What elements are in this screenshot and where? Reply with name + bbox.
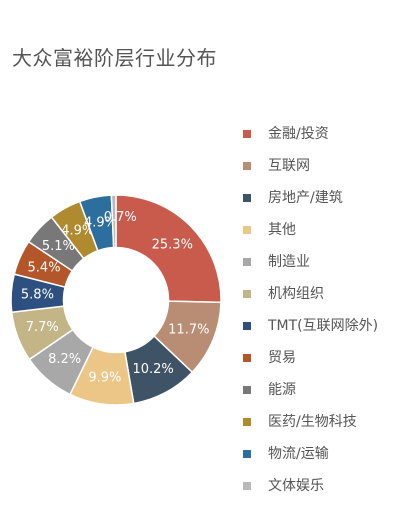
legend-item: 房地产/建筑 [243,186,419,218]
legend-item: 能源 [243,378,419,410]
slice-label: 8.2% [48,352,81,367]
legend-label: 金融/投资 [268,126,329,142]
slice-label: 7.7% [26,320,59,335]
slice-label: 0.7% [104,210,137,225]
legend-label: 其他 [268,222,296,238]
slice-label: 10.2% [132,362,173,377]
chart-title: 大众富裕阶层行业分布 [12,46,217,70]
legend-item: 制造业 [243,250,419,282]
legend-swatch [243,322,251,330]
legend-label: 医药/生物科技 [268,414,357,430]
legend-item: 物流/运输 [243,442,419,474]
legend-item: 机构组织 [243,282,419,314]
legend-swatch [243,226,251,234]
legend-label: 物流/运输 [268,446,329,462]
legend-swatch [243,418,251,426]
legend-swatch [243,354,251,362]
legend-item: 文体娱乐 [243,474,419,506]
legend-swatch [243,162,251,170]
slice-label: 5.1% [42,239,75,254]
legend-label: 贸易 [268,350,296,366]
legend-label: 制造业 [268,254,310,270]
legend-item: TMT(互联网除外) [243,314,419,346]
legend-label: 房地产/建筑 [268,190,343,206]
legend-item: 医药/生物科技 [243,410,419,442]
legend-swatch [243,130,251,138]
donut-slice [115,194,222,304]
legend-swatch [243,194,251,202]
slice-label: 4.9% [84,215,117,230]
legend-item: 金融/投资 [243,122,419,154]
legend-swatch [243,450,251,458]
donut-slice [110,194,117,249]
slice-label: 5.4% [28,260,61,275]
legend-label: 互联网 [268,158,310,174]
legend-label: 文体娱乐 [268,478,324,494]
slice-label: 11.7% [168,322,209,337]
legend-label: TMT(互联网除外) [268,318,379,334]
chart-legend: 金融/投资互联网房地产/建筑 其他制造业机构组织 TMT(互联网除外) 贸易能源医药/… [243,122,419,506]
legend-swatch [243,258,251,266]
legend-item: 其他 [243,218,419,250]
legend-item: 互联网 [243,154,419,186]
legend-label: 机构组织 [268,286,324,302]
slice-label: 25.3% [152,237,193,252]
legend-swatch [243,290,251,298]
legend-label: 能源 [268,382,296,398]
slice-label: 9.9% [88,370,121,385]
legend-swatch [243,386,251,394]
slice-label: 4.9% [61,224,94,239]
legend-item: 贸易 [243,346,419,378]
slice-label: 5.8% [21,287,54,302]
legend-swatch [243,482,251,490]
